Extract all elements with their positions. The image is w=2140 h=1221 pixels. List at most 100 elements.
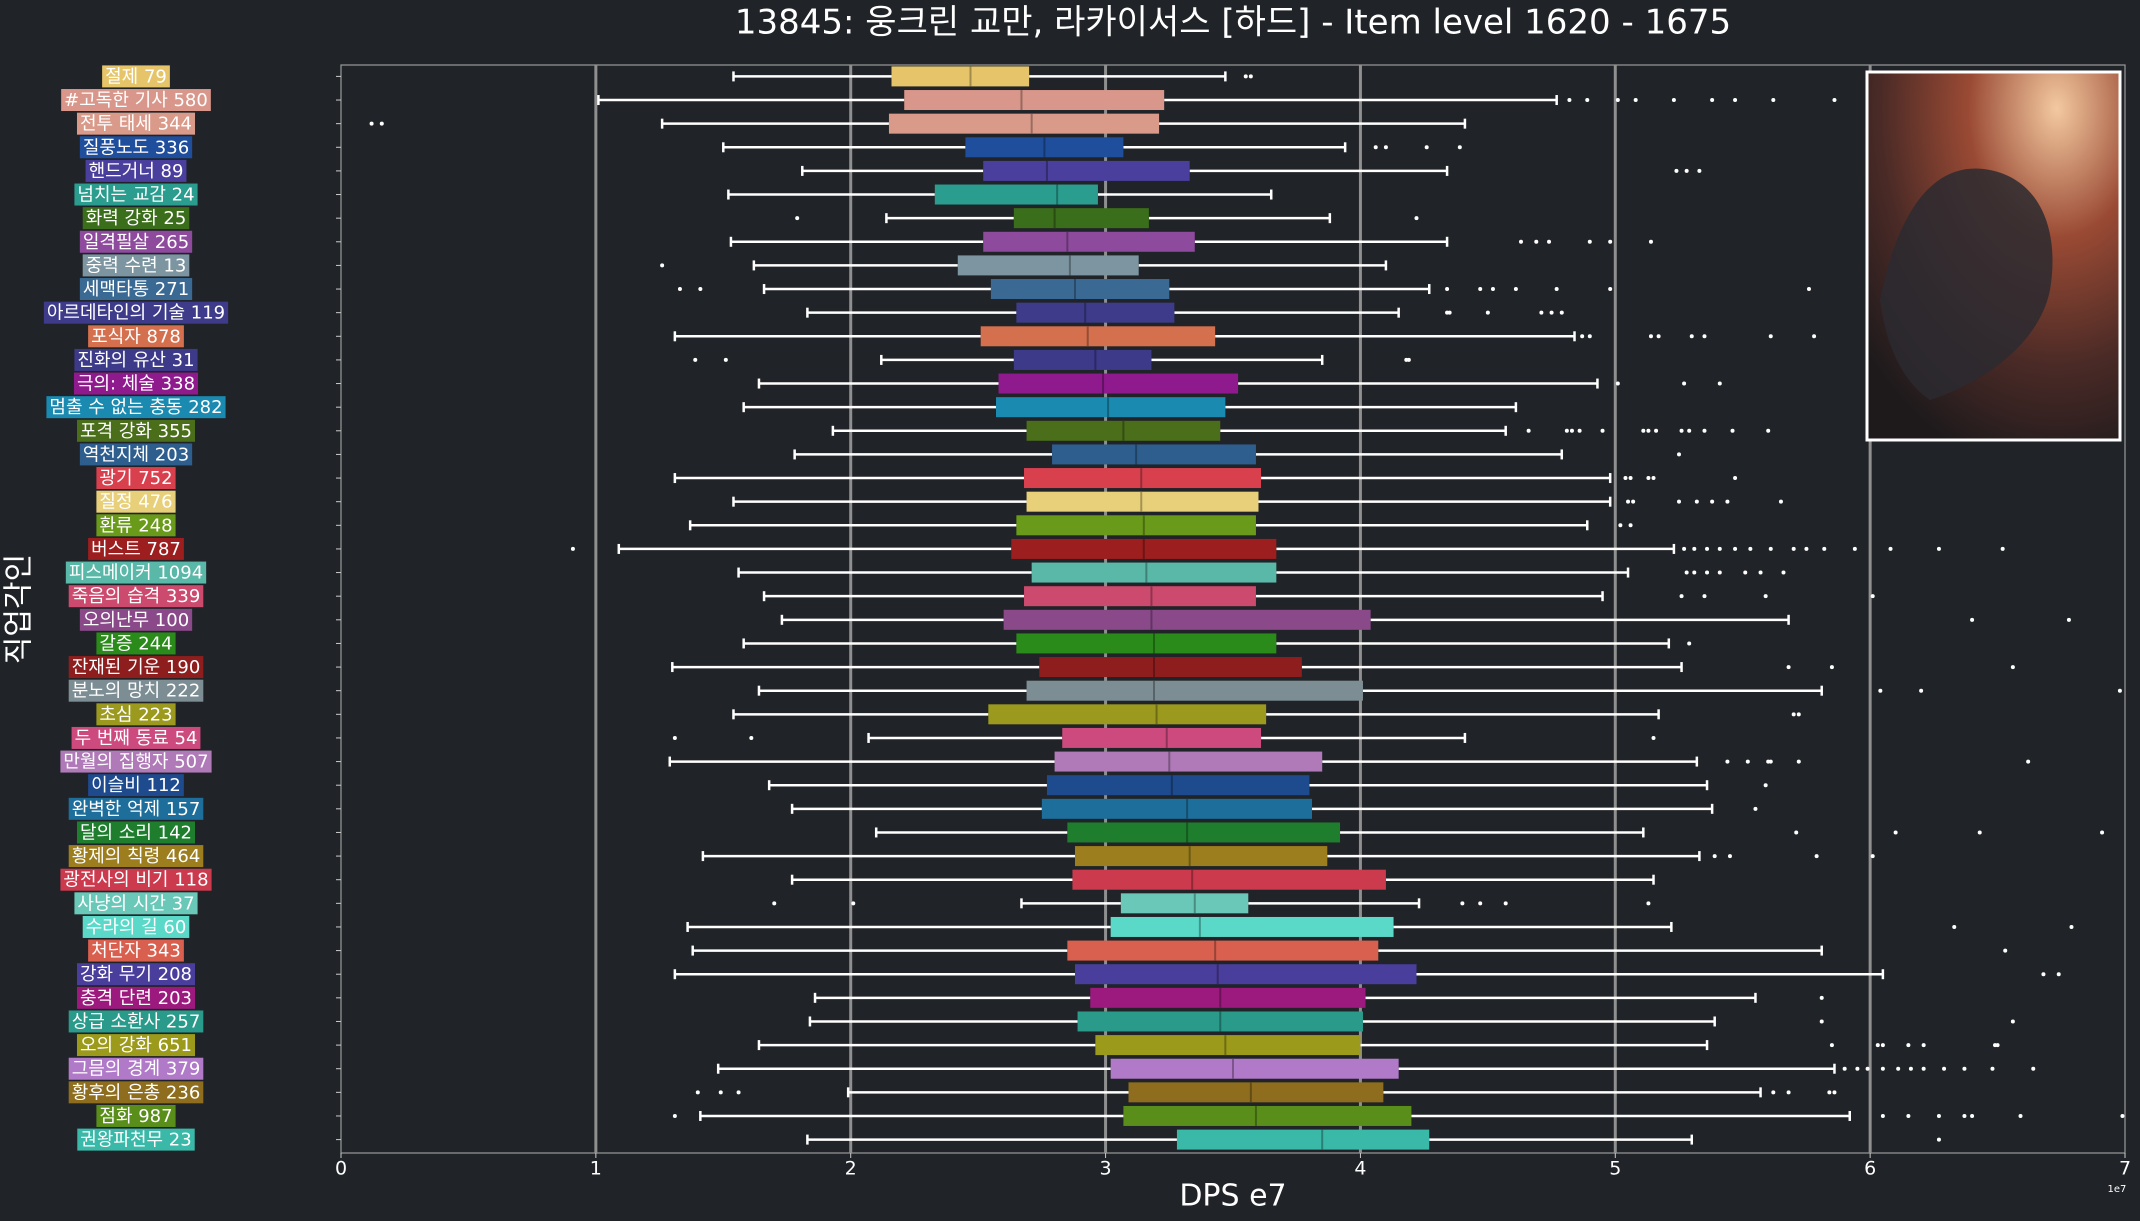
box xyxy=(1110,1058,1399,1079)
box xyxy=(1016,633,1277,654)
outlier xyxy=(1753,806,1758,811)
category-label: 죽음의 습격 339 xyxy=(72,586,201,607)
outlier xyxy=(1554,287,1559,292)
box xyxy=(988,704,1267,725)
outlier xyxy=(1781,570,1786,575)
box xyxy=(1046,775,1310,796)
category-label-bg xyxy=(60,750,212,773)
category-label-bg xyxy=(88,537,184,560)
outlier xyxy=(1717,381,1722,386)
box xyxy=(1039,657,1302,678)
category-label: 초심 223 xyxy=(99,704,172,725)
outlier xyxy=(1743,570,1748,575)
outlier xyxy=(1503,901,1508,906)
outlier xyxy=(1893,830,1898,835)
outlier xyxy=(1908,1066,1913,1071)
outlier xyxy=(1791,546,1796,551)
category-label: 환류 248 xyxy=(99,515,172,536)
category-label: 사냥의 시간 37 xyxy=(77,893,194,914)
box xyxy=(983,160,1190,181)
category-label-bg xyxy=(79,278,193,301)
box xyxy=(1013,349,1152,370)
x-tick-label: 1 xyxy=(590,1158,602,1180)
box xyxy=(904,90,1165,111)
outlier xyxy=(1763,594,1768,599)
category-label-bg xyxy=(96,1104,176,1127)
outlier xyxy=(1478,287,1483,292)
category-label: #고독한 기사 580 xyxy=(64,90,208,111)
outlier xyxy=(1646,901,1651,906)
box xyxy=(1031,562,1277,583)
outlier xyxy=(2120,1113,2125,1118)
outlier xyxy=(749,735,754,740)
outlier xyxy=(1768,334,1773,339)
outlier xyxy=(1677,452,1681,457)
category-label-bg xyxy=(68,845,204,868)
outlier xyxy=(2010,1019,2015,1024)
category-label: 일격필살 265 xyxy=(83,232,189,253)
outlier xyxy=(2010,665,2015,670)
box xyxy=(980,326,1216,347)
outlier xyxy=(379,121,384,126)
outlier xyxy=(1694,499,1699,504)
outlier xyxy=(1383,145,1388,150)
outlier xyxy=(2100,830,2105,835)
box xyxy=(1062,727,1262,748)
outlier xyxy=(1679,594,1684,599)
category-label-bg xyxy=(65,561,207,584)
outlier xyxy=(1819,995,1824,1000)
outlier xyxy=(1623,476,1628,481)
outlier xyxy=(1243,74,1248,79)
outlier xyxy=(1796,759,1801,764)
outlier xyxy=(1771,98,1776,103)
category-label: 강화 무기 208 xyxy=(80,964,192,985)
category-label: 아르데타인의 기술 119 xyxy=(47,303,225,324)
box xyxy=(1024,468,1262,489)
category-label-bg xyxy=(79,230,193,253)
chart-title: 13845: 웅크린 교만, 라카이서스 [하드] - Item level 1… xyxy=(735,3,1731,43)
outlier xyxy=(1977,830,1982,835)
outlier xyxy=(1786,1090,1791,1095)
category-label-bg xyxy=(82,207,190,230)
outlier xyxy=(1646,428,1651,433)
box xyxy=(1026,491,1259,512)
outlier xyxy=(2056,972,2061,977)
category-label-bg xyxy=(68,585,204,608)
category-label-bg xyxy=(96,703,176,726)
outlier xyxy=(1569,428,1574,433)
box xyxy=(995,397,1226,418)
x-tick-label: 4 xyxy=(1354,1158,1366,1180)
box xyxy=(983,231,1195,252)
x-tick-label: 2 xyxy=(845,1158,857,1180)
outlier xyxy=(1796,712,1801,717)
portrait-shape xyxy=(1880,168,2053,400)
outlier xyxy=(1829,1043,1834,1048)
category-label: 멈출 수 없는 충동 282 xyxy=(49,397,222,418)
category-label: 분노의 망치 222 xyxy=(72,681,201,702)
outlier xyxy=(1921,1066,1926,1071)
outlier xyxy=(1692,570,1697,575)
outlier xyxy=(369,121,374,126)
box xyxy=(1013,208,1149,229)
outlier xyxy=(1791,712,1796,717)
category-label-bg xyxy=(60,868,212,891)
outlier xyxy=(1460,901,1465,906)
outlier xyxy=(1692,546,1697,551)
category-label-bg xyxy=(74,183,198,206)
category-label-bg xyxy=(73,372,199,395)
outlier xyxy=(1865,1066,1870,1071)
category-label-bg xyxy=(79,136,193,159)
category-label: 광기 752 xyxy=(99,468,172,489)
outlier xyxy=(1880,1066,1885,1071)
outlier xyxy=(2066,617,2071,622)
outlier xyxy=(1628,523,1633,528)
outlier xyxy=(1424,145,1429,150)
box xyxy=(1016,515,1256,536)
category-label-bg xyxy=(76,963,196,986)
box xyxy=(934,184,1098,205)
outlier xyxy=(1819,1019,1824,1024)
outlier xyxy=(1768,546,1773,551)
category-label-bg xyxy=(96,490,176,513)
box xyxy=(1090,987,1366,1008)
category-label: 광전사의 비기 118 xyxy=(63,870,208,891)
